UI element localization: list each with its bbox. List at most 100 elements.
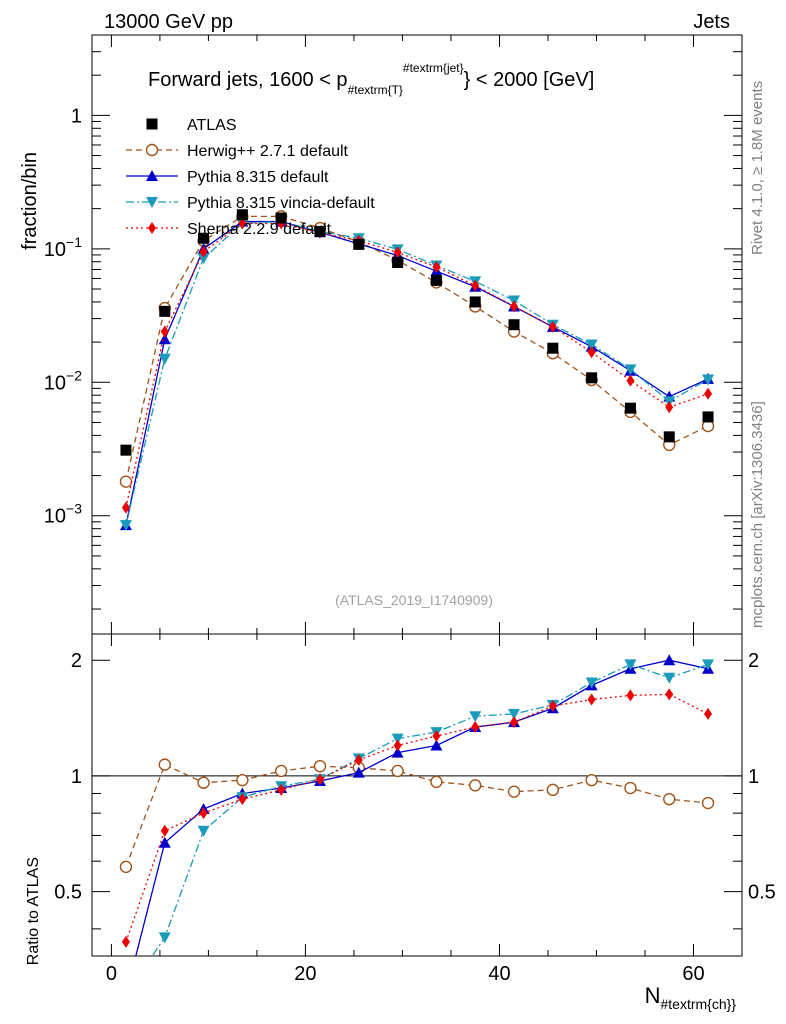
data-point bbox=[121, 501, 130, 514]
data-point bbox=[199, 807, 208, 820]
legend-label: ATLAS bbox=[187, 117, 237, 134]
data-point bbox=[277, 783, 286, 796]
series-atlas bbox=[120, 209, 714, 456]
x-tick-label: 40 bbox=[488, 963, 510, 985]
y-tick-label: 10−3 bbox=[44, 501, 82, 528]
data-point bbox=[663, 672, 676, 684]
data-point bbox=[624, 781, 637, 795]
data-point bbox=[236, 773, 249, 787]
data-point bbox=[587, 346, 596, 359]
ratio-plot-frame bbox=[91, 633, 743, 957]
data-point bbox=[508, 708, 521, 720]
data-point bbox=[119, 475, 133, 488]
data-point bbox=[702, 659, 715, 671]
data-point bbox=[665, 401, 674, 414]
plot-title: Forward jets, 1600 < p#textrm{T}#textrm{… bbox=[148, 61, 594, 97]
data-point bbox=[120, 444, 132, 456]
data-point bbox=[197, 776, 210, 789]
title-sub: #textrm{T} bbox=[348, 83, 403, 97]
data-point bbox=[624, 402, 636, 414]
data-point bbox=[393, 246, 402, 259]
ratio-y-tick-label: 1 bbox=[71, 766, 82, 788]
ratio-y-tick-label: 0.5 bbox=[54, 882, 82, 904]
data-point bbox=[119, 860, 133, 874]
ratio-y-tick-label-right: 2 bbox=[748, 650, 759, 672]
data-point bbox=[313, 759, 327, 773]
data-point bbox=[391, 764, 404, 778]
data-point bbox=[471, 721, 480, 734]
data-point bbox=[469, 296, 481, 308]
data-point bbox=[158, 333, 171, 345]
data-point bbox=[315, 773, 324, 786]
data-point bbox=[198, 232, 210, 244]
x-axis-label-sub: #textrm{ch}} bbox=[661, 996, 737, 1012]
legend-label: Pythia 8.315 default bbox=[187, 169, 329, 186]
data-point bbox=[238, 793, 247, 806]
data-point bbox=[548, 320, 557, 333]
series-line bbox=[125, 215, 709, 482]
data-point bbox=[663, 431, 675, 443]
energy-label: 13000 GeV pp bbox=[104, 11, 233, 33]
data-point bbox=[158, 836, 171, 848]
data-point bbox=[585, 773, 598, 787]
data-point bbox=[391, 733, 404, 745]
data-point bbox=[546, 783, 560, 797]
legend-label: Pythia 8.315 vincia-default bbox=[187, 195, 375, 212]
x-axis-label: N#textrm{ch}} bbox=[645, 983, 737, 1012]
data-point bbox=[197, 825, 210, 837]
y-axis-label-ratio: Ratio to ATLAS bbox=[25, 857, 42, 965]
data-point bbox=[158, 758, 171, 771]
data-point bbox=[238, 217, 247, 230]
data-point bbox=[663, 654, 676, 666]
legend-label: Sherpa 2.2.9 default bbox=[187, 221, 332, 238]
channel-label: Jets bbox=[693, 11, 730, 33]
data-point bbox=[393, 739, 402, 752]
data-point bbox=[314, 225, 326, 237]
data-point bbox=[510, 300, 519, 313]
legend-item: Sherpa 2.2.9 default bbox=[126, 221, 332, 238]
data-point bbox=[432, 261, 441, 274]
data-point bbox=[199, 245, 208, 258]
data-point bbox=[354, 754, 363, 767]
data-point bbox=[197, 253, 210, 265]
ratio-y-tick-label-right: 0.5 bbox=[748, 882, 776, 904]
data-point bbox=[508, 319, 520, 331]
ratio-y-tick-label-right: 1 bbox=[748, 766, 759, 788]
title-sup: #textrm{jet} bbox=[403, 61, 464, 75]
legend-item: Pythia 8.315 vincia-default bbox=[126, 195, 375, 212]
title-prefix: Forward jets, 1600 < p bbox=[148, 69, 348, 91]
data-point bbox=[507, 785, 521, 798]
data-point bbox=[624, 364, 637, 376]
x-tick-label: 60 bbox=[682, 963, 704, 985]
data-point bbox=[391, 746, 404, 758]
data-point bbox=[120, 988, 132, 999]
data-point bbox=[701, 796, 715, 810]
data-point bbox=[145, 143, 159, 157]
legend-label: Herwig++ 2.7.1 default bbox=[187, 143, 349, 160]
ratio-line bbox=[125, 763, 709, 868]
data-point bbox=[585, 677, 598, 689]
ratio-line bbox=[135, 659, 709, 956]
data-point bbox=[432, 730, 441, 743]
y-tick-label: 10−2 bbox=[44, 367, 82, 394]
y-tick-label: 1 bbox=[71, 105, 82, 127]
data-point bbox=[160, 325, 169, 338]
data-point bbox=[392, 256, 404, 268]
data-point bbox=[585, 339, 598, 351]
data-point bbox=[158, 353, 171, 365]
data-point bbox=[430, 739, 443, 751]
series-layer bbox=[119, 209, 715, 999]
data-point bbox=[624, 659, 637, 671]
data-point bbox=[430, 775, 443, 789]
data-point bbox=[146, 170, 158, 181]
data-point bbox=[547, 342, 559, 354]
data-point bbox=[587, 693, 596, 706]
legend-item: Herwig++ 2.7.1 default bbox=[126, 143, 349, 160]
ratio-line bbox=[151, 663, 709, 956]
data-point bbox=[352, 766, 365, 778]
data-point bbox=[704, 387, 713, 400]
rivet-label: Rivet 4.1.0, ≥ 1.8M events bbox=[749, 81, 766, 255]
series-line bbox=[125, 222, 709, 508]
series-line bbox=[125, 220, 709, 526]
